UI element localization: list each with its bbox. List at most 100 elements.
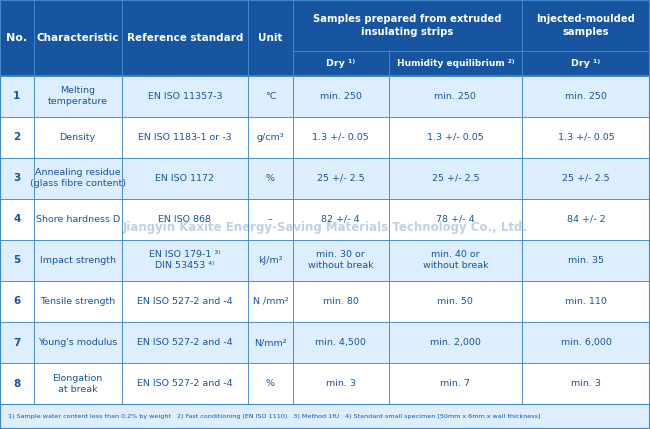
Bar — [0, 363, 34, 404]
Text: EN ISO 527-2 and -4: EN ISO 527-2 and -4 — [137, 379, 233, 388]
Bar — [34, 281, 122, 322]
Text: 1: 1 — [13, 91, 21, 101]
Text: Samples prepared from extruded
insulating strips: Samples prepared from extruded insulatin… — [313, 14, 502, 36]
Bar — [122, 117, 248, 158]
Bar — [0, 199, 34, 240]
Bar — [248, 117, 292, 158]
Bar — [389, 117, 522, 158]
Text: 82 +/- 4: 82 +/- 4 — [321, 215, 360, 224]
Text: kJ/m²: kJ/m² — [258, 256, 283, 265]
Bar — [522, 363, 650, 404]
Text: Density: Density — [60, 133, 96, 142]
Bar — [389, 199, 522, 240]
Bar — [248, 322, 292, 363]
Text: Elongation
at break: Elongation at break — [53, 374, 103, 394]
Bar — [122, 281, 248, 322]
Bar — [122, 240, 248, 281]
Bar — [248, 157, 292, 199]
Text: min. 110: min. 110 — [565, 297, 607, 306]
Text: min. 6,000: min. 6,000 — [560, 338, 612, 347]
Text: Jiangyin Kaxite Energy-Saving Materials Technology Co., Ltd.: Jiangyin Kaxite Energy-Saving Materials … — [122, 221, 528, 234]
Text: min. 250: min. 250 — [434, 91, 476, 100]
Bar — [0, 0, 650, 76]
Text: °C: °C — [265, 91, 276, 100]
Text: 2: 2 — [13, 132, 21, 142]
Bar — [292, 363, 389, 404]
Bar — [122, 322, 248, 363]
Bar — [389, 76, 522, 117]
Bar — [34, 117, 122, 158]
Bar — [0, 240, 34, 281]
Bar — [292, 157, 389, 199]
Bar — [248, 281, 292, 322]
Bar — [292, 117, 389, 158]
Text: min. 3: min. 3 — [326, 379, 356, 388]
Text: min. 35: min. 35 — [568, 256, 604, 265]
Bar — [0, 76, 34, 117]
Bar — [122, 363, 248, 404]
Bar — [122, 76, 248, 117]
Bar — [248, 76, 292, 117]
Bar — [292, 363, 389, 404]
Bar — [522, 157, 650, 199]
Bar — [0, 0, 34, 76]
Bar — [34, 117, 122, 158]
Text: 25 +/- 2.5: 25 +/- 2.5 — [432, 174, 479, 183]
Text: 3: 3 — [13, 173, 21, 183]
Bar — [522, 322, 650, 363]
Text: Humidity equilibrium ²⁾: Humidity equilibrium ²⁾ — [396, 59, 514, 67]
Text: g/cm³: g/cm³ — [257, 133, 284, 142]
Text: 78 +/- 4: 78 +/- 4 — [436, 215, 474, 224]
Bar — [0, 281, 34, 322]
Text: Reference standard: Reference standard — [127, 33, 243, 43]
Text: %: % — [266, 174, 275, 183]
Text: min. 2,000: min. 2,000 — [430, 338, 481, 347]
Bar — [0, 322, 34, 363]
Bar — [389, 240, 522, 281]
Bar — [522, 281, 650, 322]
Bar — [292, 51, 389, 76]
Bar — [522, 0, 650, 51]
Bar — [389, 363, 522, 404]
Text: min. 40 or
without break: min. 40 or without break — [422, 250, 488, 270]
Bar — [0, 281, 34, 322]
Bar — [292, 240, 389, 281]
Bar — [34, 363, 122, 404]
Bar — [34, 0, 122, 76]
Text: N/mm²: N/mm² — [254, 338, 287, 347]
Bar — [122, 0, 248, 76]
Bar — [34, 363, 122, 404]
Text: Unit: Unit — [258, 33, 283, 43]
Bar — [292, 51, 389, 76]
Bar — [389, 199, 522, 240]
Bar — [522, 157, 650, 199]
Bar — [122, 240, 248, 281]
Text: N /mm²: N /mm² — [253, 297, 288, 306]
Text: 7: 7 — [13, 338, 21, 347]
Bar — [248, 0, 292, 76]
Text: 6: 6 — [13, 296, 21, 306]
Bar — [522, 117, 650, 158]
Bar — [292, 199, 389, 240]
Bar — [292, 240, 389, 281]
Bar — [122, 117, 248, 158]
Bar — [522, 51, 650, 76]
Bar — [522, 240, 650, 281]
Bar — [122, 322, 248, 363]
Bar — [248, 363, 292, 404]
Bar — [292, 281, 389, 322]
Text: Annealing residue
(glass fibre content): Annealing residue (glass fibre content) — [30, 168, 125, 188]
Text: EN ISO 527-2 and -4: EN ISO 527-2 and -4 — [137, 297, 233, 306]
Bar — [34, 240, 122, 281]
Bar — [248, 199, 292, 240]
Text: 25 +/- 2.5: 25 +/- 2.5 — [317, 174, 365, 183]
Text: Injected-moulded
samples: Injected-moulded samples — [536, 14, 636, 36]
Bar — [292, 157, 389, 199]
Bar — [34, 199, 122, 240]
Text: –: – — [268, 215, 273, 224]
Text: EN ISO 1172: EN ISO 1172 — [155, 174, 214, 183]
Bar — [292, 322, 389, 363]
Bar — [248, 117, 292, 158]
Bar — [122, 199, 248, 240]
Text: 8: 8 — [13, 378, 21, 389]
